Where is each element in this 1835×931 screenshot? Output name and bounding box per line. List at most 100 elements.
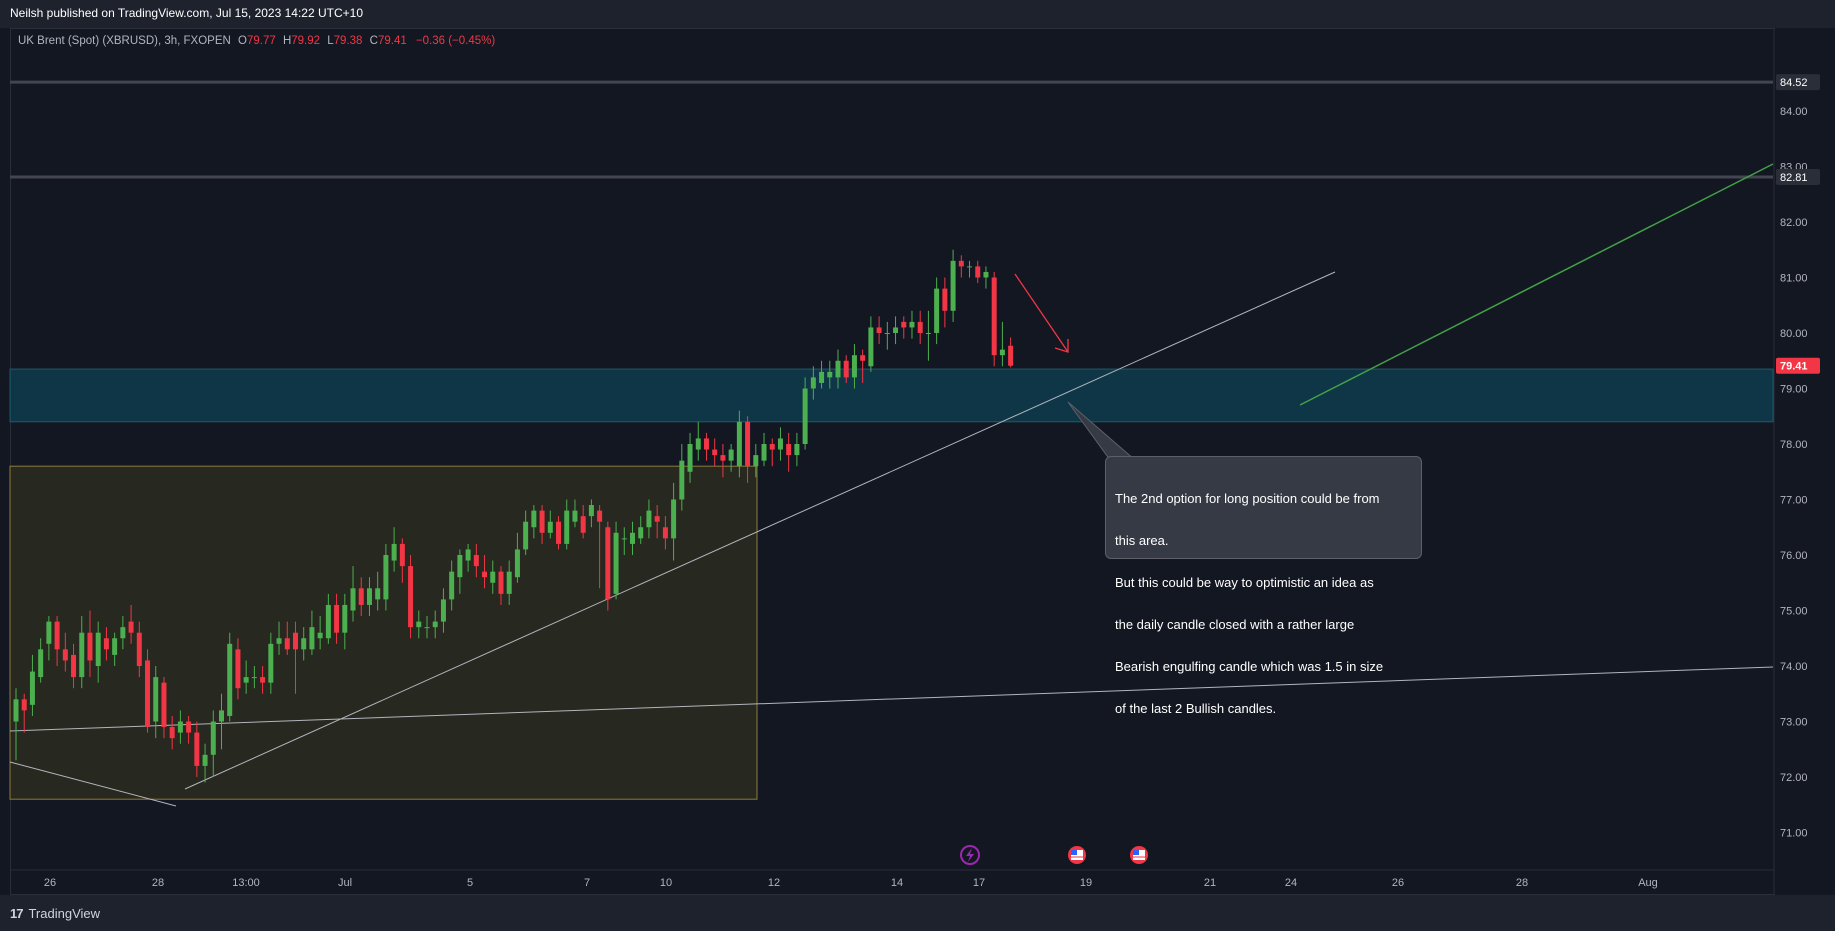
candle-body [597, 510, 603, 522]
candle-body [695, 438, 701, 450]
lightning-icon[interactable] [960, 845, 980, 865]
candle-body [654, 516, 660, 522]
candle-body [679, 460, 685, 500]
candle-body [794, 444, 800, 456]
price-level-badge [1776, 357, 1820, 374]
candle-body [103, 638, 109, 650]
time-tick-label: Jul [338, 877, 352, 889]
price-tick-label: 79.00 [1780, 384, 1808, 396]
time-tick-label: 24 [1285, 877, 1297, 889]
candle-body [769, 444, 775, 450]
candle-body [432, 621, 438, 628]
candle-body [292, 632, 298, 650]
candle-body [884, 333, 890, 334]
time-tick-label: 10 [660, 877, 672, 889]
candle-body [408, 566, 414, 628]
candle-body [260, 677, 266, 683]
candle-body [309, 627, 315, 650]
low-value: 79.38 [333, 35, 363, 47]
candle-body [186, 721, 192, 733]
candle-body [547, 521, 553, 533]
price-tick-label: 76.00 [1780, 550, 1808, 562]
time-tick-label: 7 [584, 877, 590, 889]
candle-body [539, 510, 545, 533]
candle-body [580, 516, 586, 533]
candle-body [564, 510, 570, 544]
price-tick-label: 78.00 [1780, 439, 1808, 451]
candle-body [202, 754, 208, 766]
footer-bar: 17 TradingView [0, 895, 1835, 931]
candle-body [506, 571, 512, 594]
price-tick-label: 82.00 [1780, 217, 1808, 229]
time-tick-label: 5 [467, 877, 473, 889]
candle-body [169, 727, 175, 739]
footer-brand[interactable]: TradingView [28, 905, 101, 921]
candle-body [523, 521, 529, 550]
candle-body [416, 621, 422, 628]
candle-body [227, 643, 233, 716]
time-tick-label: 19 [1080, 877, 1092, 889]
price-axis-bg [1775, 28, 1825, 895]
trendline-descending [9, 761, 177, 807]
high-value: 79.92 [291, 35, 321, 47]
tradingview-logo-icon[interactable]: 17 [10, 905, 24, 921]
candle-body [621, 538, 627, 540]
candle-body [531, 510, 537, 528]
candle-body [161, 682, 167, 728]
price-level-label: 79.41 [1780, 361, 1808, 373]
time-tick-label: 28 [152, 877, 164, 889]
candle-body [917, 321, 923, 333]
candle-body [1008, 345, 1014, 366]
candle-body [457, 555, 463, 578]
candle-body [490, 571, 496, 583]
candle-body [136, 632, 142, 666]
trendline-green [1299, 163, 1774, 406]
time-tick-label: 13:00 [232, 877, 260, 889]
close-value: 79.41 [377, 35, 407, 47]
candle-body [317, 632, 323, 639]
candle-body [276, 638, 282, 644]
price-tick-label: 81.00 [1780, 273, 1808, 285]
candle-body [851, 355, 857, 378]
candle-body [638, 527, 644, 539]
annotation-note[interactable]: The 2nd option for long position could b… [1105, 456, 1422, 716]
candle-body [572, 510, 578, 522]
note-line: the daily candle closed with a rather la… [1115, 617, 1355, 632]
candle-body [745, 421, 751, 467]
candle-body [440, 599, 446, 622]
candle-body [399, 543, 405, 567]
candle-body [703, 438, 709, 450]
change-value: −0.36 (−0.45%) [415, 35, 496, 47]
candle-body [802, 388, 808, 444]
candle-body [991, 277, 997, 356]
candle-body [424, 627, 430, 629]
candle-body [860, 355, 866, 361]
candle-body [342, 604, 348, 633]
us-flag-icon[interactable] [1130, 846, 1148, 864]
us-flag-icon[interactable] [1068, 846, 1086, 864]
candle-body [925, 333, 931, 334]
candle-body [909, 321, 915, 328]
candle-body [736, 421, 742, 467]
candle-body [662, 527, 668, 539]
trendline-support [184, 271, 1336, 790]
time-tick-label: 12 [768, 877, 780, 889]
symbol-legend[interactable]: UK Brent (Spot) (XBRUSD), 3h, FXOPEN O79… [18, 35, 495, 47]
candle-body [827, 371, 833, 378]
candle-body [465, 549, 471, 561]
price-tick-label: 73.00 [1780, 717, 1808, 729]
candle-body [819, 371, 825, 383]
candle-body [950, 260, 956, 311]
candle-body [876, 327, 882, 333]
candle-body [942, 288, 948, 311]
time-axis: 26 28 13:00 Jul 5 7 10 12 14 17 19 21 24 26 28 Aug [10, 869, 1774, 889]
candle-body [630, 532, 635, 544]
candle-body [810, 377, 816, 389]
candle-body [720, 455, 726, 461]
price-level-badge [1776, 74, 1820, 91]
candle-body [62, 649, 68, 661]
candle-body [449, 571, 455, 600]
candle-body [79, 632, 85, 678]
bearish-arrow-icon [1014, 273, 1069, 353]
